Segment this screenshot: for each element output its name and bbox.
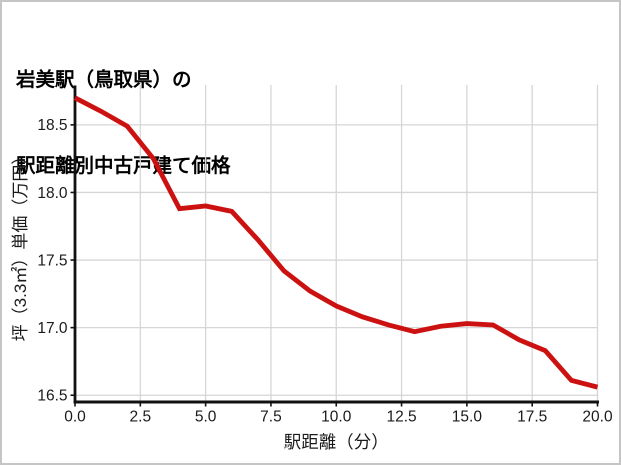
chart-title-line-1: 岩美駅（鳥取県）の	[16, 69, 192, 91]
y-tick-label: 18.0	[37, 185, 68, 202]
y-tick-label: 16.5	[37, 388, 67, 405]
y-tick-label: 17.0	[37, 320, 68, 337]
x-tick-label: 17.5	[517, 409, 547, 426]
x-tick-label: 7.5	[260, 409, 282, 426]
chart-title-line-2: 駅距離別中古戸建て価格	[16, 154, 231, 177]
x-tick-label: 5.0	[195, 409, 217, 426]
x-tick-label: 15.0	[452, 409, 483, 426]
x-tick-label: 2.5	[130, 409, 152, 426]
x-tick-label: 0.0	[64, 409, 86, 426]
price-line	[73, 95, 599, 390]
x-tick-label: 20.0	[582, 409, 613, 426]
x-axis-label: 駅距離（分）	[284, 432, 389, 452]
chart-title: 岩美駅（鳥取県）の 駅距離別中古戸建て価格	[16, 9, 231, 237]
y-tick-label: 17.5	[37, 252, 67, 269]
x-tick-label: 10.0	[321, 409, 352, 426]
y-axis-label: 坪（3.3㎡）単価（万円）	[11, 148, 30, 342]
y-tick-label: 18.5	[37, 117, 67, 134]
x-tick-label: 12.5	[386, 409, 416, 426]
